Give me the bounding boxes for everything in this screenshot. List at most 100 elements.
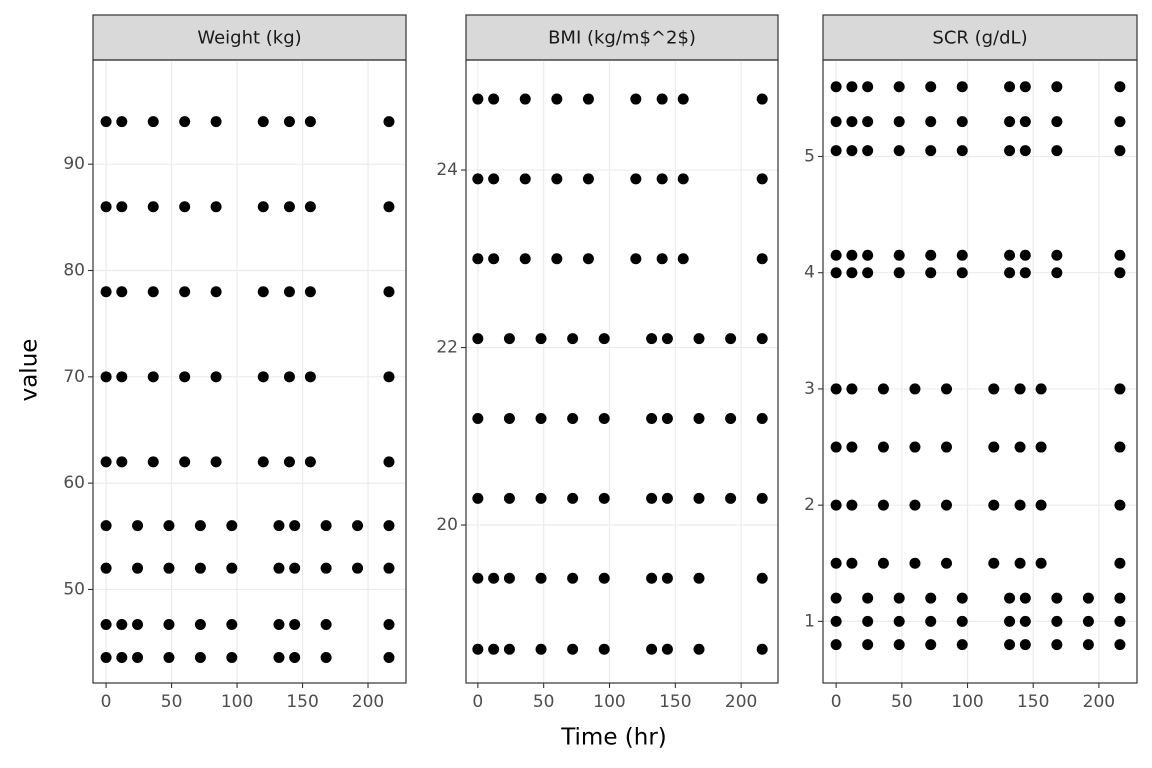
point xyxy=(116,116,128,128)
point xyxy=(163,562,175,574)
point xyxy=(956,267,968,279)
point xyxy=(503,572,515,584)
point xyxy=(535,572,547,584)
point xyxy=(283,456,295,468)
point xyxy=(289,651,301,663)
point xyxy=(940,557,952,569)
point xyxy=(488,93,500,105)
point xyxy=(940,499,952,511)
point xyxy=(830,557,842,569)
point xyxy=(956,615,968,627)
y-tick-label: 70 xyxy=(63,367,85,387)
point xyxy=(257,371,269,383)
point xyxy=(210,116,222,128)
point xyxy=(257,116,269,128)
point xyxy=(472,173,484,185)
point xyxy=(925,81,937,93)
point xyxy=(226,520,238,532)
point xyxy=(756,572,768,584)
point xyxy=(956,81,968,93)
point xyxy=(940,441,952,453)
point xyxy=(693,572,705,584)
point xyxy=(862,145,874,157)
point xyxy=(1019,116,1031,128)
point xyxy=(1051,81,1063,93)
point xyxy=(383,116,395,128)
point xyxy=(1114,592,1126,604)
point xyxy=(862,615,874,627)
x-tick-label: 100 xyxy=(221,692,253,712)
point xyxy=(1051,249,1063,261)
point xyxy=(1114,249,1126,261)
point xyxy=(383,651,395,663)
point xyxy=(909,557,921,569)
point xyxy=(551,173,563,185)
point xyxy=(862,639,874,651)
point xyxy=(116,286,128,298)
point xyxy=(1019,267,1031,279)
y-tick-label: 2 xyxy=(804,495,815,515)
point xyxy=(893,615,905,627)
point xyxy=(1114,267,1126,279)
point xyxy=(194,562,206,574)
point xyxy=(940,383,952,395)
panel-background xyxy=(823,60,1137,683)
point xyxy=(1114,615,1126,627)
point xyxy=(1004,267,1016,279)
point xyxy=(488,572,500,584)
point xyxy=(598,333,610,345)
point xyxy=(877,557,889,569)
y-tick-label: 20 xyxy=(436,515,458,535)
point xyxy=(725,333,737,345)
x-axis-title: Time (hr) xyxy=(560,725,667,751)
point xyxy=(1004,639,1016,651)
point xyxy=(661,572,673,584)
point xyxy=(1004,81,1016,93)
point xyxy=(257,201,269,213)
point xyxy=(289,520,301,532)
point xyxy=(535,413,547,425)
point xyxy=(179,456,191,468)
point xyxy=(567,413,579,425)
point xyxy=(893,592,905,604)
point xyxy=(756,333,768,345)
point xyxy=(352,520,364,532)
point xyxy=(656,173,668,185)
point xyxy=(862,116,874,128)
strip-label: Weight (kg) xyxy=(197,28,301,49)
point xyxy=(163,651,175,663)
point xyxy=(846,557,858,569)
point xyxy=(304,201,316,213)
point xyxy=(1004,592,1016,604)
point xyxy=(383,520,395,532)
point xyxy=(830,639,842,651)
point xyxy=(519,253,531,265)
x-tick-label: 200 xyxy=(352,692,384,712)
point xyxy=(100,520,112,532)
point xyxy=(304,371,316,383)
point xyxy=(1019,81,1031,93)
point xyxy=(100,116,112,128)
point xyxy=(830,81,842,93)
point xyxy=(1082,592,1094,604)
point xyxy=(100,371,112,383)
point xyxy=(100,456,112,468)
point xyxy=(925,592,937,604)
point xyxy=(132,562,144,574)
point xyxy=(582,253,594,265)
point xyxy=(846,267,858,279)
point xyxy=(147,116,159,128)
point xyxy=(132,520,144,532)
point xyxy=(830,615,842,627)
point xyxy=(472,643,484,655)
point xyxy=(925,145,937,157)
point xyxy=(147,371,159,383)
x-tick-label: 150 xyxy=(659,692,691,712)
y-tick-label: 5 xyxy=(804,146,815,166)
point xyxy=(1014,557,1026,569)
point xyxy=(830,145,842,157)
point xyxy=(519,93,531,105)
point xyxy=(693,413,705,425)
point xyxy=(488,173,500,185)
